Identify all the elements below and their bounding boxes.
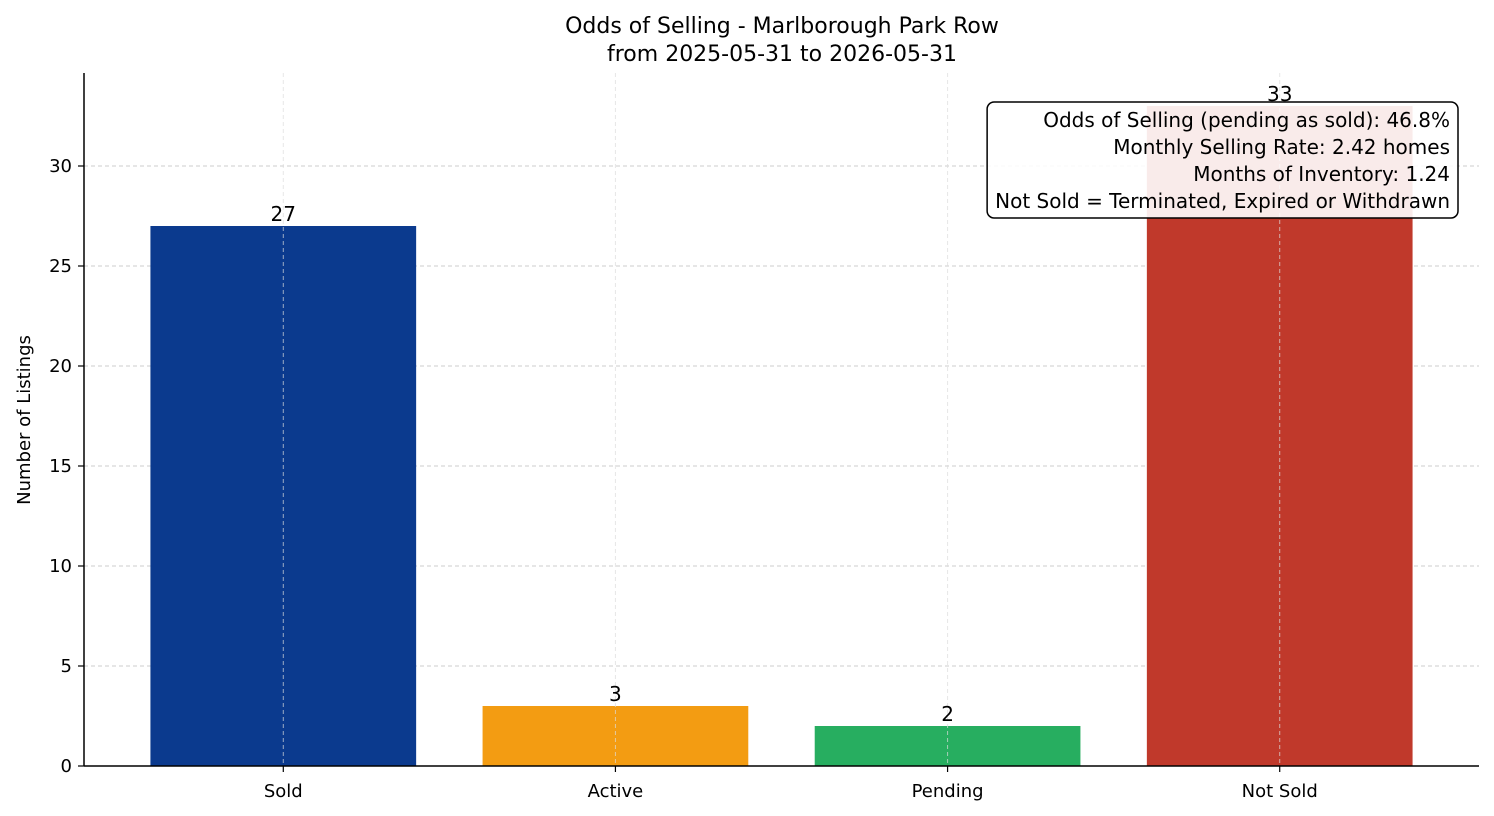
y-tick-label: 5 [61,656,72,677]
bar-value-label: 3 [609,682,622,706]
bar-value-label: 27 [271,202,296,226]
x-tick-label: Sold [264,781,303,802]
y-axis-label: Number of Listings [14,335,35,505]
y-tick-label: 0 [61,756,72,777]
y-tick-label: 15 [49,456,72,477]
info-box-line: Odds of Selling (pending as sold): 46.8% [1043,108,1450,132]
info-box-line: Months of Inventory: 1.24 [1193,162,1450,186]
axes-layer: 0 5 10 15 20 25 30 Sold Active Pending Not Sold [49,73,1479,802]
chart-subtitle: from 2025-05-31 to 2026-05-31 [607,42,957,67]
y-tick-label: 25 [49,256,72,277]
y-tick-label: 10 [49,556,72,577]
bar-value-label: 2 [941,702,954,726]
y-tick-label: 30 [49,156,72,177]
info-box: Odds of Selling (pending as sold): 46.8%… [986,101,1459,219]
overlay-grid-layer [282,73,1281,766]
info-box-line: Monthly Selling Rate: 2.42 homes [1113,135,1450,159]
x-tick-label: Pending [912,781,984,802]
x-tick-label: Active [588,781,644,802]
bar-active [482,706,749,766]
chart-title: Odds of Selling - Marlborough Park Row [565,14,999,39]
x-tick-label: Not Sold [1242,781,1318,802]
info-box-line: Not Sold = Terminated, Expired or Withdr… [995,189,1450,213]
y-tick-label: 20 [49,356,72,377]
info-box-frame [986,101,1459,219]
